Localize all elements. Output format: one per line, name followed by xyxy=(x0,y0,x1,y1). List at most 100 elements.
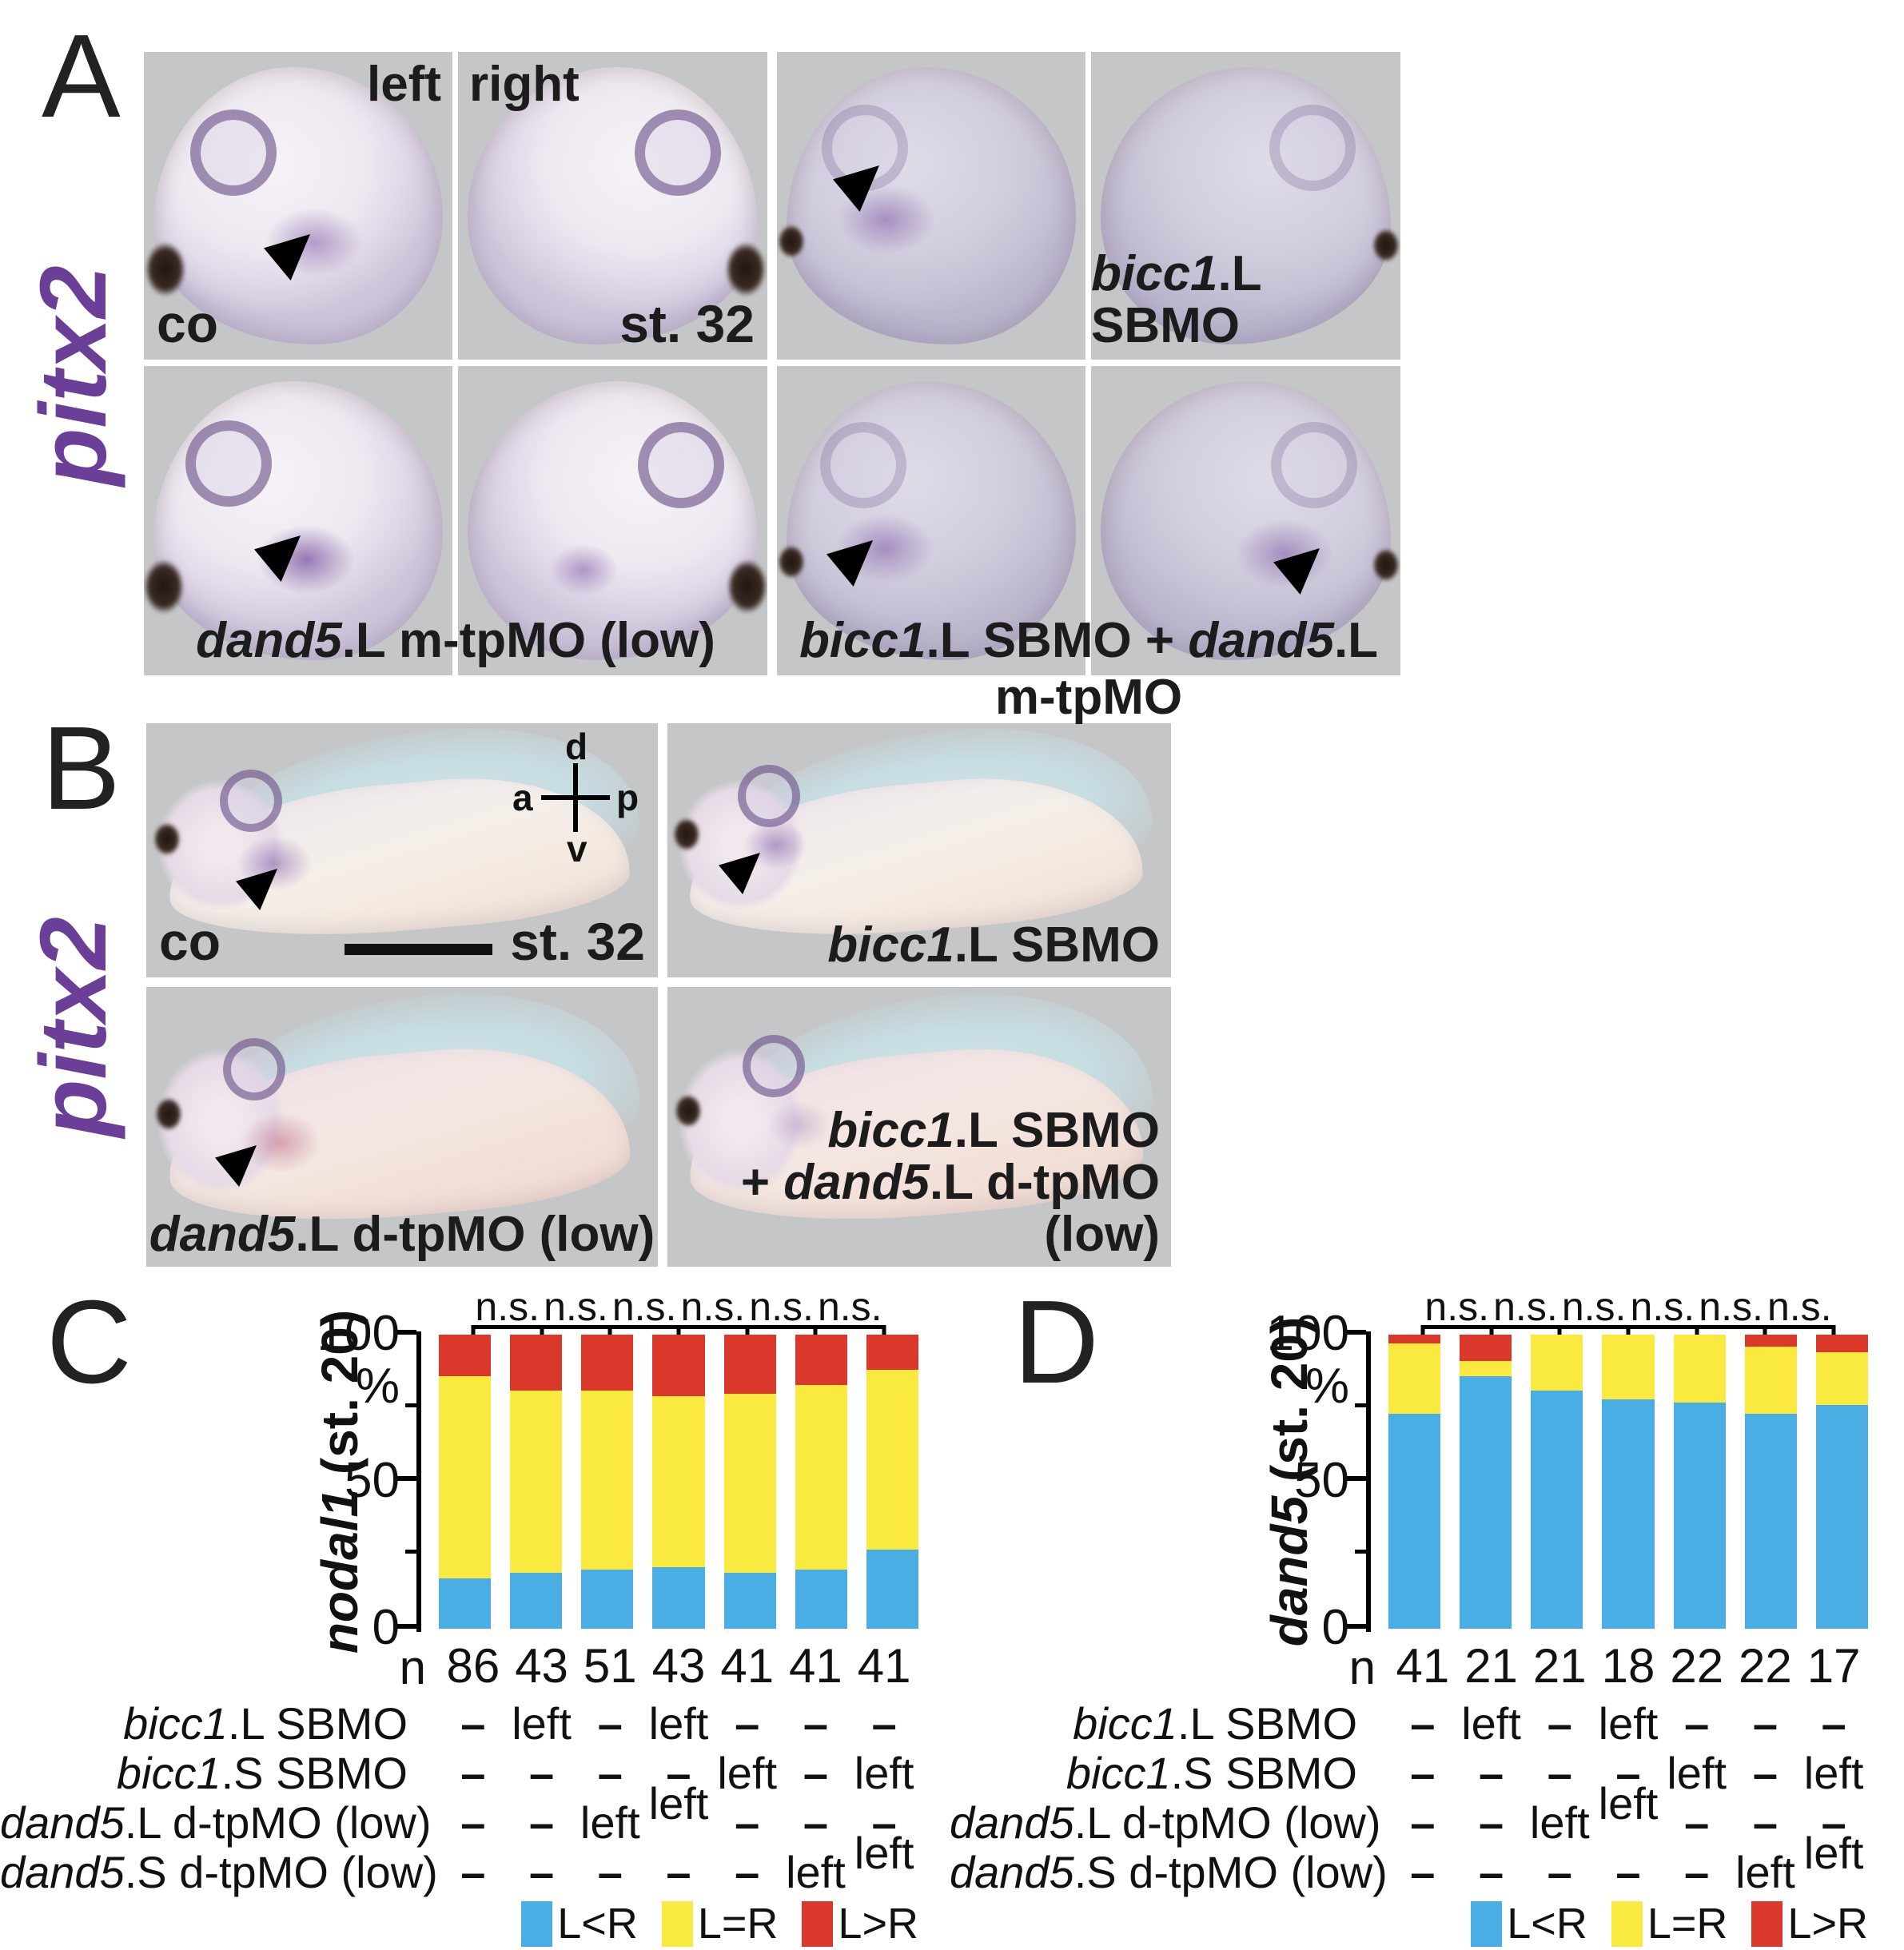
label-segment: bicc1 xyxy=(116,1748,221,1798)
photo-b-bicc1: bicc1.L SBMO xyxy=(667,723,1171,977)
ns-label: n.s. xyxy=(1699,1284,1763,1329)
bar-segment-L>R xyxy=(1815,1335,1868,1353)
comparison-bracket xyxy=(1388,1325,1868,1338)
y-tick-100 xyxy=(397,1330,416,1335)
y-tick-label-100: 100 xyxy=(317,1306,400,1361)
treatment-values: – – – – – left left xyxy=(439,1828,918,1897)
bar-segment-L<R xyxy=(1602,1399,1655,1629)
treatment-value: – xyxy=(1410,1748,1436,1798)
gene-label-pitx2-b: pitx2 xyxy=(21,917,126,1137)
treatment-value: left xyxy=(1529,1797,1590,1848)
co-label: co xyxy=(157,293,219,353)
bar-segment-L<R xyxy=(1460,1375,1512,1629)
bar-segment-L=R xyxy=(510,1390,563,1574)
n-value: 41 xyxy=(1396,1639,1450,1693)
y-tick-100 xyxy=(1347,1330,1366,1335)
embryo-eye xyxy=(743,1035,805,1097)
n-value: 43 xyxy=(651,1639,706,1693)
legend-item: L<R xyxy=(521,1899,638,1948)
label-segment: .L m-tpMO xyxy=(994,613,1379,725)
legend-label: L=R xyxy=(1647,1900,1728,1948)
photo-a-bicc1-left xyxy=(777,52,1085,360)
legend: L<R L=R L>R xyxy=(439,1899,939,1948)
treatment-photo-label: bicc1.L SBMO xyxy=(1091,248,1389,352)
treatment-value: left xyxy=(786,1847,846,1897)
bar-segment-L=R xyxy=(1388,1343,1441,1415)
treatment-value: – xyxy=(1821,1698,1846,1749)
bar-segment-L=R xyxy=(1602,1335,1655,1399)
n-value: 22 xyxy=(1739,1639,1792,1693)
bar-segment-L>R xyxy=(866,1335,918,1371)
treatment-table: bicc1.L SBMO – left – left – – – bicc1.S SBMO – – –… xyxy=(0,1697,951,1898)
n-value: 21 xyxy=(1532,1639,1587,1693)
treatment-label: dand5.S d-tpMO (low) xyxy=(950,1846,1388,1898)
significance-row: n.s. n.s. n.s. n.s. n.s. n.s. xyxy=(1388,1283,1868,1329)
stage-label: st. 32 xyxy=(619,293,755,353)
n-value: 41 xyxy=(789,1639,842,1693)
treatment-value: – xyxy=(1547,1748,1572,1798)
label-segment: dand5 xyxy=(0,1797,125,1848)
label-segment: bicc1 xyxy=(1066,1748,1171,1798)
label-segment: .L SBMO xyxy=(954,1102,1160,1158)
n-row-label: n xyxy=(1348,1641,1376,1694)
n-row: n 41 21 21 18 22 22 17 xyxy=(1349,1638,1868,1694)
stacked-bar xyxy=(1673,1335,1726,1629)
legend-item: L>R xyxy=(1751,1899,1868,1948)
treatment-value: left xyxy=(1598,1698,1659,1749)
embryo-eye xyxy=(190,109,277,196)
bracket-tick xyxy=(745,1325,750,1338)
cement-gland xyxy=(149,818,185,861)
ns-label: n.s. xyxy=(1767,1284,1832,1329)
bar-segment-L=R xyxy=(652,1396,705,1567)
ns-label: n.s. xyxy=(817,1284,882,1329)
y-tick-75 xyxy=(1355,1403,1366,1407)
label-segment: .L SBMO + xyxy=(926,613,1189,668)
treatment-row: dand5.L d-tpMO (low) – – left left – – – xyxy=(0,1778,951,1848)
photo-a-dand5-right xyxy=(458,366,767,675)
bar-segment-L<R xyxy=(866,1549,918,1629)
y-tick-50 xyxy=(1347,1476,1366,1481)
photo-a-co-right: right st. 32 xyxy=(458,52,767,360)
treatment-value: – xyxy=(803,1797,828,1848)
combo-line-2: + dand5.L d-tpMO (low) xyxy=(741,1155,1160,1262)
treatment-values: – – – – left – left xyxy=(439,1747,918,1798)
treatment-value: – xyxy=(1410,1698,1436,1749)
treatment-row: dand5.S d-tpMO (low) – – – – – left left xyxy=(0,1828,951,1898)
legend-swatch-blue xyxy=(521,1900,553,1947)
bar-segment-L=R xyxy=(866,1370,918,1550)
treatment-value: left xyxy=(648,1698,709,1749)
treatment-value: – xyxy=(528,1847,555,1897)
n-value: 86 xyxy=(446,1639,500,1693)
embryo-image xyxy=(777,366,1085,675)
treatment-value: left xyxy=(1667,1748,1727,1798)
bar-segment-L>R xyxy=(652,1335,705,1397)
treatment-value: left xyxy=(512,1698,572,1749)
cement-gland xyxy=(777,220,809,263)
bracket-tick xyxy=(1626,1325,1631,1338)
bar-segment-L<R xyxy=(1531,1390,1583,1629)
treatment-values: – – – – left – left xyxy=(1388,1747,1868,1798)
treatment-value: – xyxy=(460,1698,486,1749)
treatment-row: bicc1.S SBMO – – – – left – left xyxy=(950,1747,1901,1798)
bar-segment-L<R xyxy=(1388,1414,1441,1629)
legend-swatch-red xyxy=(802,1900,834,1947)
legend-swatch-blue xyxy=(1471,1900,1503,1947)
treatment-value: left xyxy=(1598,1778,1659,1829)
pitx2-stain xyxy=(755,1091,843,1159)
chart-dand5: dand5 (st. 20) 100 % 50 0 n.s. n.s. n.s. n.… xyxy=(950,1279,1901,1950)
stacked-bars xyxy=(1388,1335,1868,1629)
bracket-tick xyxy=(1489,1325,1494,1338)
treatment-value: left xyxy=(1461,1698,1521,1749)
side-label-right: right xyxy=(469,57,580,112)
label-segment: dand5 xyxy=(950,1797,1074,1848)
label-segment: .S SBMO xyxy=(1170,1748,1357,1798)
n-value: 41 xyxy=(857,1639,911,1693)
cement-gland xyxy=(721,551,767,622)
treatment-label: dand5.S d-tpMO (low) xyxy=(0,1846,438,1898)
bar-segment-L=R xyxy=(439,1375,492,1579)
bracket-tick xyxy=(471,1325,476,1338)
treatment-row: dand5.L d-tpMO (low) – – left left – – – xyxy=(950,1778,1901,1848)
legend-swatch-yellow xyxy=(661,1900,693,1947)
embryo-eye xyxy=(820,422,906,508)
y-axis-line xyxy=(1347,1330,1371,1632)
